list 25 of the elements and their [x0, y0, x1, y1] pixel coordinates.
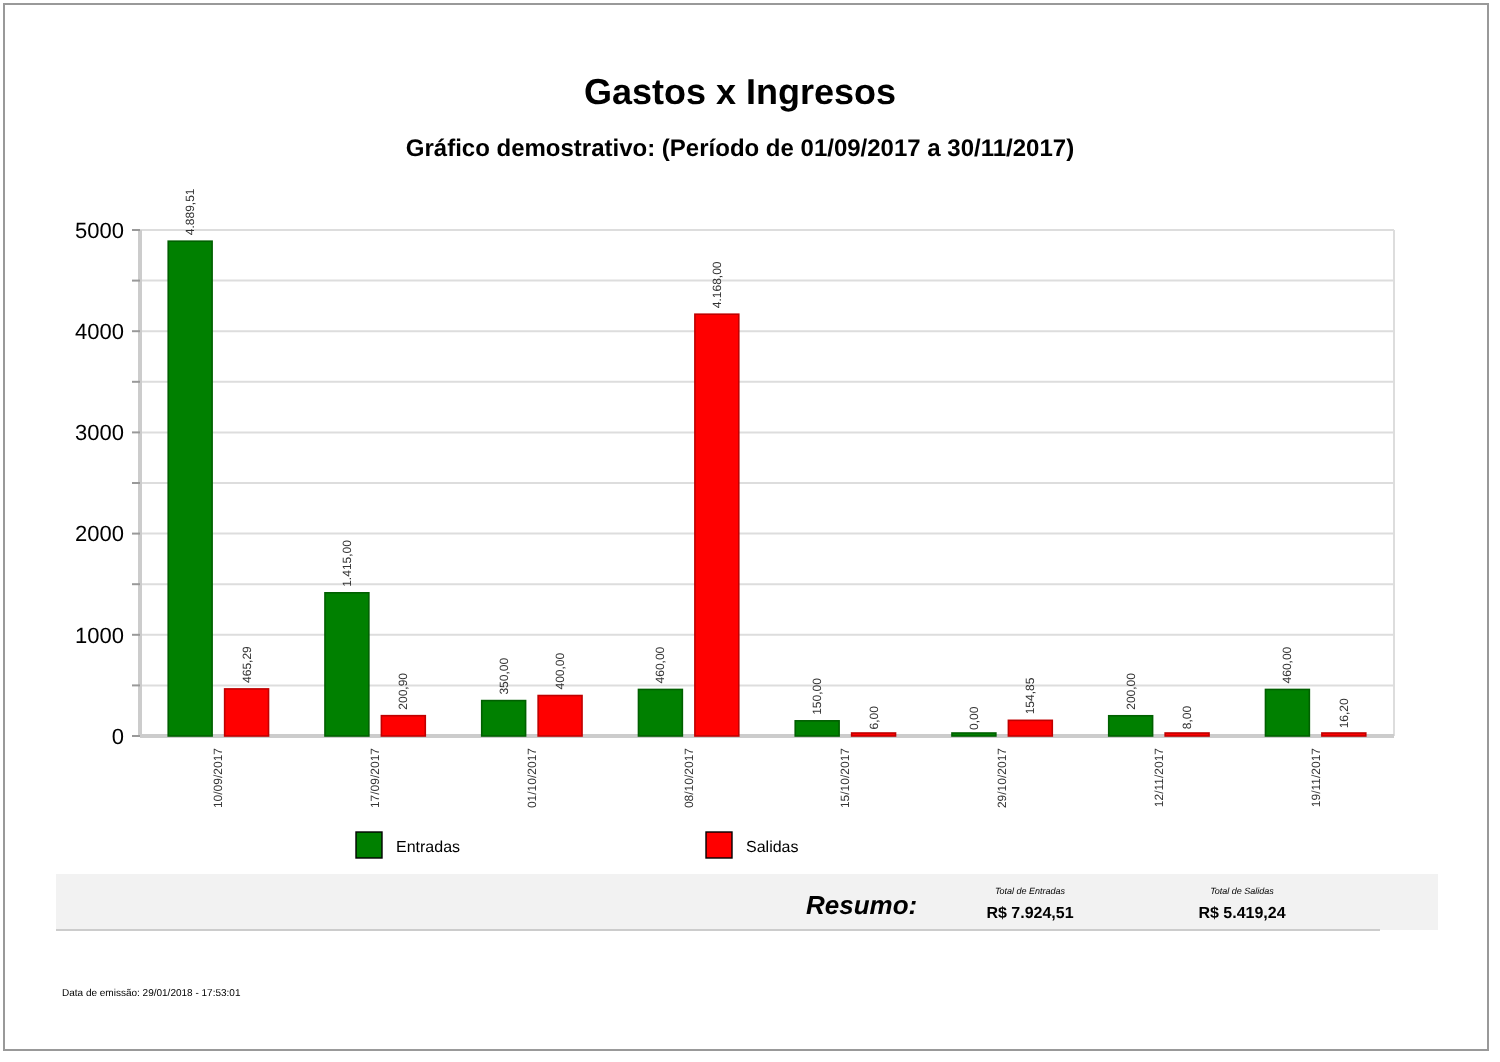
y-tick-label: 4000: [75, 320, 124, 345]
bar: [1264, 688, 1311, 737]
legend-label: Salidas: [746, 838, 799, 856]
chart-subtitle: Gráfico demostrativo: (Período de 01/09/2017 a 30/11/2017): [405, 134, 1075, 162]
y-tick-label: 5000: [75, 219, 124, 244]
bar: [537, 694, 583, 737]
legend-label: Entradas: [396, 838, 461, 856]
y-tick-label: 0: [111, 725, 124, 750]
chart-title: Gastos x Ingresos: [583, 72, 897, 112]
bar: [1007, 719, 1054, 737]
y-tick-label: 2000: [75, 523, 124, 548]
bar: [167, 240, 213, 737]
text: R$ 5.419,24: [1198, 904, 1287, 922]
bar: [694, 313, 740, 737]
bar: [637, 688, 684, 737]
bar: [480, 699, 527, 737]
y-tick-label: 1000: [75, 624, 124, 649]
bar: [380, 714, 427, 737]
y-tick-label: 3000: [75, 422, 124, 447]
bar: [223, 688, 270, 737]
bar: [794, 720, 840, 737]
text: Resumo:: [806, 890, 918, 920]
text: R$ 7.924,51: [986, 904, 1075, 922]
bar: [324, 592, 370, 737]
bar: [1107, 714, 1154, 737]
